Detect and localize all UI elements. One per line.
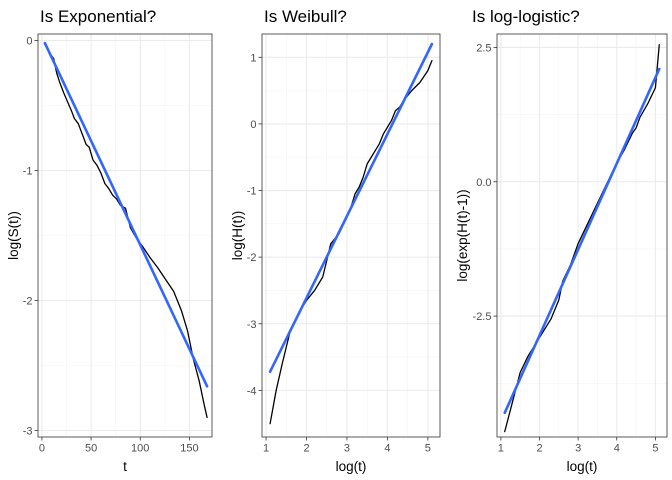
- y-tick-label: 1: [250, 52, 256, 64]
- x-tick-label: 0: [39, 443, 45, 455]
- panel-background: [262, 34, 440, 437]
- y-tick-label: 2.5: [476, 42, 491, 54]
- y-tick-label: -3: [23, 426, 33, 438]
- fit-line: [43, 41, 209, 388]
- x-tick-label: 50: [85, 443, 97, 455]
- y-tick-label: -1: [247, 186, 257, 198]
- panel-3: 1 2 3 4 5 -2.5 0.0 2.5 Is log-logistic? log(t) log…: [455, 7, 668, 474]
- y-tick-label: -3: [247, 319, 257, 331]
- x-tick-label: 1: [263, 443, 269, 455]
- x-axis-title: t: [123, 459, 127, 474]
- x-tick-label: 3: [344, 443, 350, 455]
- x-tick-label: 4: [614, 443, 620, 455]
- y-tick-label: -2: [23, 296, 33, 308]
- x-tick-label: 2: [303, 443, 309, 455]
- y-tick-label: -2: [247, 252, 257, 264]
- observed-line: [44, 43, 208, 419]
- fit-line: [503, 67, 661, 415]
- y-tick-label: 0: [250, 119, 256, 131]
- fit-line: [268, 42, 434, 374]
- y-axis-title: log(exp(H(t)-1)): [455, 189, 470, 281]
- x-tick-label: 2: [536, 443, 542, 455]
- x-tick-label: 3: [575, 443, 581, 455]
- panel-border: [261, 33, 441, 438]
- panel-border: [37, 33, 213, 438]
- x-tick-label: 5: [425, 443, 431, 455]
- panel-2: 1 2 3 4 5 -4 -3 -2 -1 0 1 Is Weibull? log(t) log(H(t)…: [230, 7, 441, 474]
- x-tick-label: 4: [384, 443, 390, 455]
- x-tick-label: 100: [131, 443, 149, 455]
- y-tick-label: -1: [23, 166, 33, 178]
- y-axis-title: log(H(t)): [230, 211, 245, 261]
- panel-border: [496, 33, 668, 438]
- y-axis-title: log(S(t)): [6, 211, 21, 260]
- panel-1: 0 50 100 150 -3 -2 -1 0 Is Exponential? t log(S(t)…: [6, 7, 213, 474]
- x-tick-label: 5: [652, 443, 658, 455]
- y-tick-label: 0: [26, 36, 32, 48]
- x-tick-label: 1: [498, 443, 504, 455]
- y-tick-label: 0.0: [476, 177, 491, 189]
- x-axis-title: log(t): [336, 459, 367, 474]
- chart-title: Is Weibull?: [264, 7, 347, 26]
- x-axis-title: log(t): [567, 459, 598, 474]
- y-tick-label: -4: [247, 385, 257, 397]
- chart-title: Is Exponential?: [40, 7, 156, 26]
- y-tick-label: -2.5: [473, 311, 492, 323]
- x-tick-label: 150: [180, 443, 198, 455]
- chart-title: Is log-logistic?: [472, 7, 580, 26]
